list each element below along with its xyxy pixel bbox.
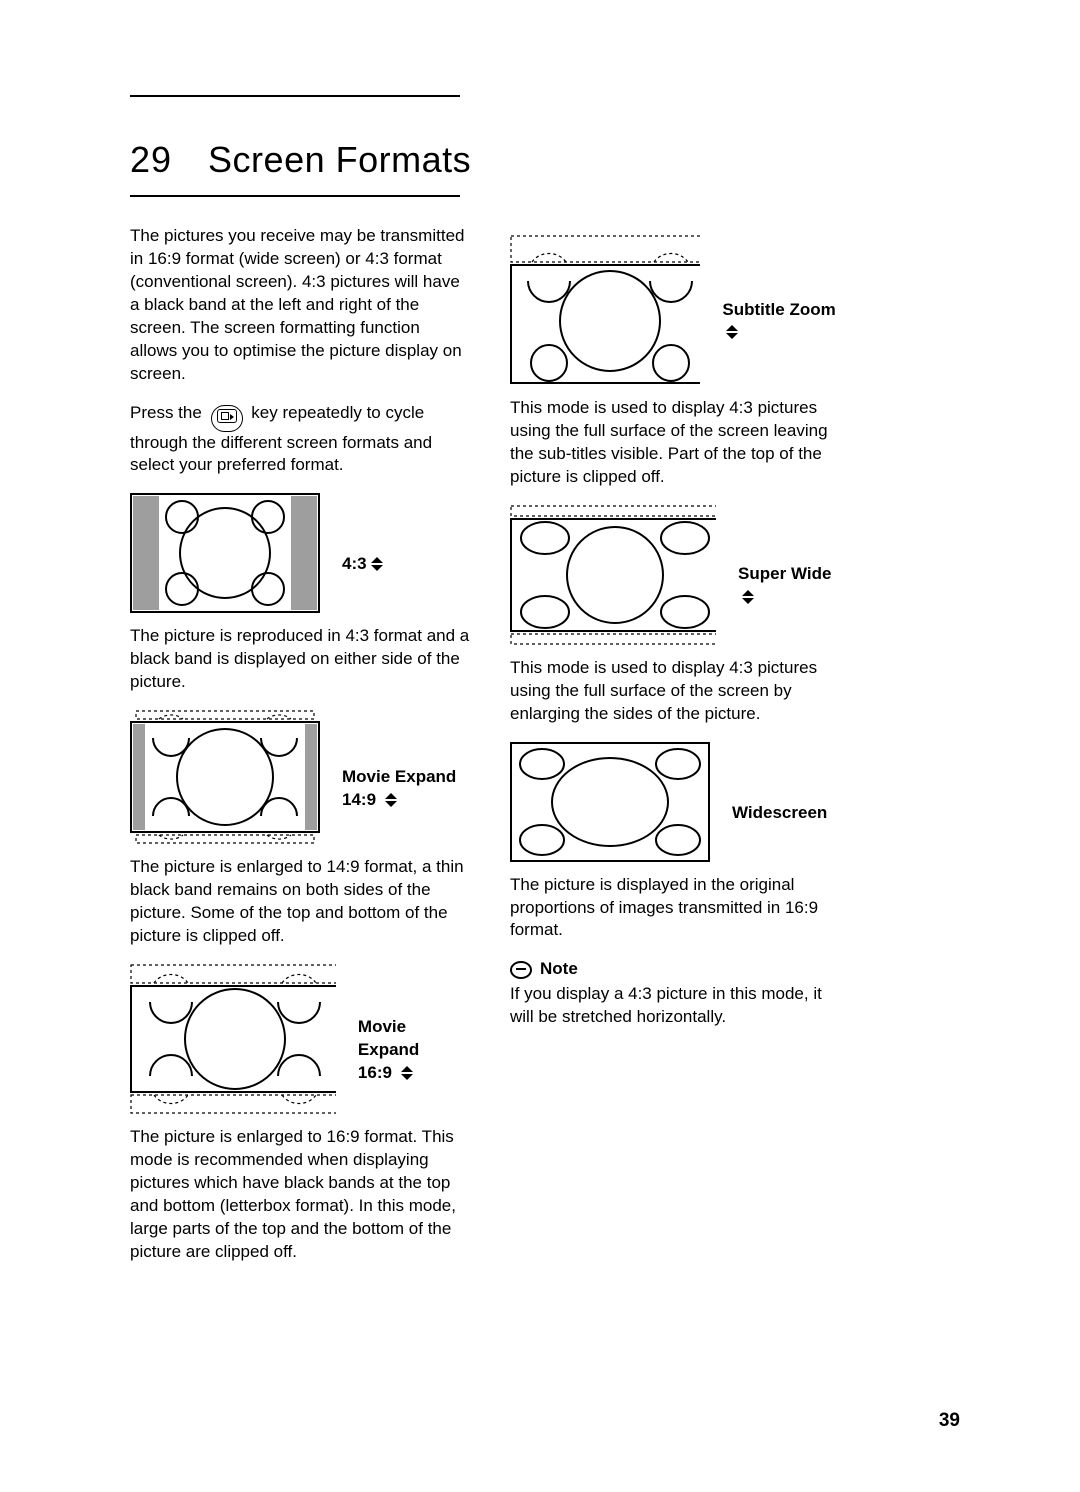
diagram-widescreen-icon (510, 742, 710, 862)
figure-4-3: 4:3 (130, 493, 470, 613)
figure-16-9: Movie Expand 16:9 (130, 964, 470, 1114)
updown-icon (371, 557, 383, 571)
figure-widescreen: Widescreen (510, 742, 850, 862)
chapter-number: 29 (130, 139, 172, 181)
diagram-14-9-icon (130, 710, 320, 844)
figure-subtitle-zoom: Subtitle Zoom (510, 235, 850, 385)
updown-icon (726, 325, 738, 339)
diagram-subtitle-zoom-icon (510, 235, 700, 385)
diagram-16-9-icon (130, 964, 336, 1114)
press-key-paragraph: Press the key repeatedly to cycle throug… (130, 402, 470, 478)
note-label: Note (540, 958, 578, 981)
updown-icon (385, 793, 397, 807)
column-right: Subtitle Zoom This mode is used to displ… (510, 225, 850, 1280)
chapter-title: Screen Formats (208, 139, 471, 181)
desc-16-9: The picture is enlarged to 16:9 format. … (130, 1126, 470, 1264)
press-text-pre: Press the (130, 403, 207, 422)
updown-icon (401, 1066, 413, 1080)
desc-widescreen: The picture is displayed in the original… (510, 874, 850, 943)
chapter-heading: 29 Screen Formats (130, 139, 970, 181)
note-text: If you display a 4:3 picture in this mod… (510, 983, 850, 1029)
label-subtitle-zoom: Subtitle Zoom (722, 276, 850, 345)
note-icon (510, 961, 532, 979)
label-14-9: Movie Expand 14:9 (342, 743, 456, 812)
two-column-layout: The pictures you receive may be transmit… (130, 225, 970, 1280)
format-key-icon (211, 405, 243, 432)
updown-icon (742, 590, 754, 604)
label-16-9: Movie Expand 16:9 (358, 993, 470, 1085)
manual-page: 29 Screen Formats The pictures you recei… (0, 0, 1080, 1492)
divider-under-heading (130, 195, 460, 197)
label-widescreen: Widescreen (732, 779, 827, 825)
label-super-wide: Super Wide (738, 540, 850, 609)
desc-4-3: The picture is reproduced in 4:3 format … (130, 625, 470, 694)
desc-super-wide: This mode is used to display 4:3 picture… (510, 657, 850, 726)
desc-14-9: The picture is enlarged to 14:9 format, … (130, 856, 470, 948)
page-number: 39 (939, 1410, 960, 1432)
divider-top (130, 95, 460, 97)
label-4-3: 4:3 (342, 530, 383, 576)
figure-super-wide: Super Wide (510, 505, 850, 645)
diagram-super-wide-icon (510, 505, 716, 645)
desc-subtitle-zoom: This mode is used to display 4:3 picture… (510, 397, 850, 489)
note-heading: Note (510, 958, 850, 981)
column-left: The pictures you receive may be transmit… (130, 225, 470, 1280)
intro-paragraph: The pictures you receive may be transmit… (130, 225, 470, 386)
figure-14-9: Movie Expand 14:9 (130, 710, 470, 844)
diagram-4-3-icon (130, 493, 320, 613)
